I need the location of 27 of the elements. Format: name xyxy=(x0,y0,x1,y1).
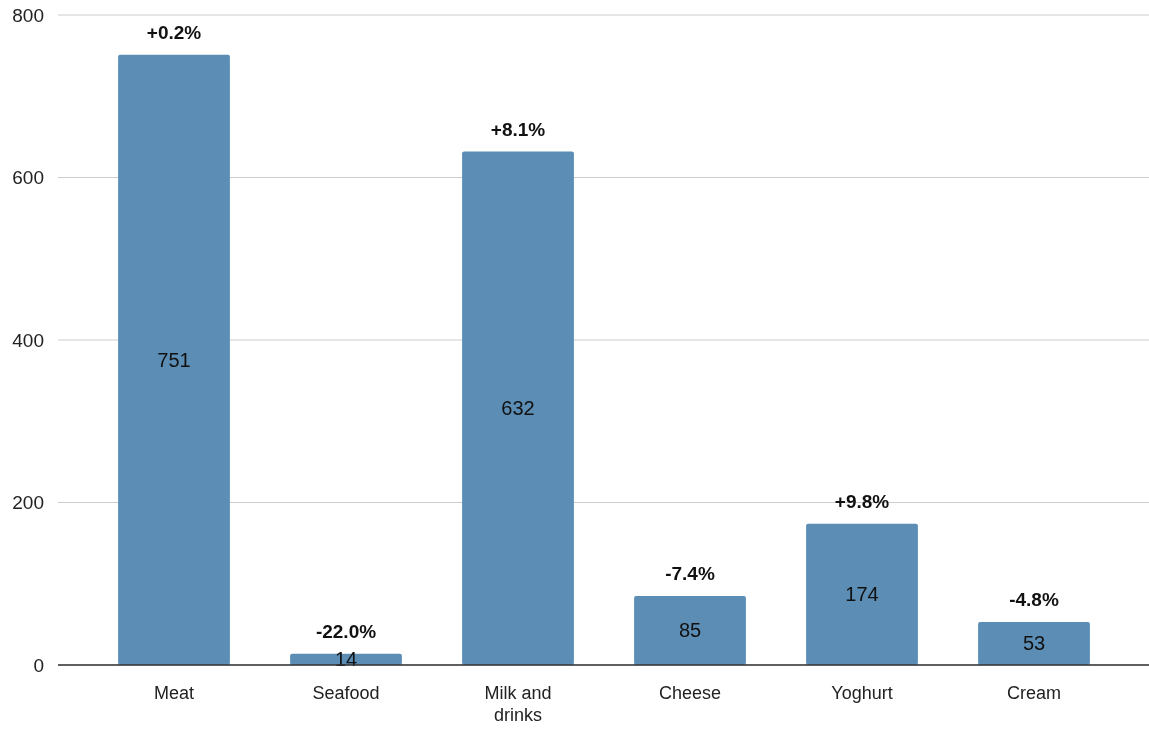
annotation: -4.8% xyxy=(1009,588,1059,610)
y-tick-label: 400 xyxy=(12,329,44,351)
annotation: -22.0% xyxy=(315,620,377,642)
x-tick-label: Cheese xyxy=(658,683,722,703)
y-tick-label: 800 xyxy=(12,4,44,26)
y-tick-label: 200 xyxy=(12,492,44,514)
annotation: -7.4% xyxy=(665,562,715,584)
data-label: 632 xyxy=(501,397,535,420)
bar xyxy=(118,54,230,665)
y-tick-label: 600 xyxy=(12,167,44,189)
y-tick-label: 0 xyxy=(33,654,44,676)
bar xyxy=(978,621,1090,665)
annotation: +8.1% xyxy=(490,118,546,140)
x-tick-label: Meat xyxy=(153,683,195,703)
bar xyxy=(462,151,574,665)
data-label: 751 xyxy=(157,348,191,371)
data-label: 85 xyxy=(678,619,702,642)
bar xyxy=(634,595,746,665)
annotation: +9.8% xyxy=(834,490,890,512)
data-label: 174 xyxy=(845,583,879,606)
x-tick-label: Milk and drinks xyxy=(484,683,552,725)
x-tick-label: Yoghurt xyxy=(831,683,893,703)
x-tick-label: Seafood xyxy=(312,683,380,703)
x-tick-label: Cream xyxy=(1006,683,1062,703)
annotation: +0.2% xyxy=(146,21,202,43)
bar xyxy=(806,523,918,665)
data-label: 53 xyxy=(1022,632,1046,655)
